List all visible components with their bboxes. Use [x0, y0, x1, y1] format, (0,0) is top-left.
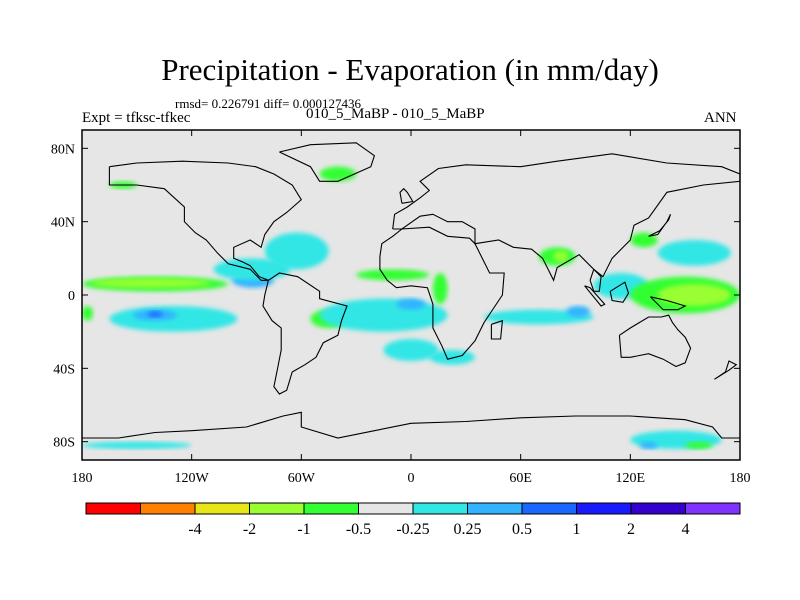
colorbar-swatch: [140, 502, 196, 515]
y-tick-label: 40S: [53, 362, 75, 377]
coastline-new-zealand: [714, 360, 738, 380]
colorbar-label: 0.5: [512, 521, 532, 538]
colorbar-label: -0.25: [396, 521, 429, 538]
field-patch-eastern-pacific-moist: [213, 258, 291, 281]
colorbar-swatch: [576, 502, 632, 515]
field-patch-west-pacific-dry-core: [657, 284, 731, 306]
field-patch-africa-moist: [429, 350, 475, 365]
y-tick-label: 80S: [53, 436, 75, 451]
colorbar-swatch: [630, 502, 686, 515]
statistics-text: rmsd= 0.226791 diff= 0.000127436: [175, 96, 361, 111]
coastline-new-guinea: [650, 296, 687, 311]
coastline-australia: [618, 314, 692, 368]
x-tick-label: 60W: [288, 471, 316, 486]
x-tick-label: 120E: [616, 471, 646, 486]
x-tick-label: 180: [72, 471, 93, 486]
colorbar-swatch: [685, 502, 741, 515]
season-label: ANN: [704, 110, 737, 126]
colorbar-swatch: [358, 502, 414, 515]
field-patch-indian-ocean-moist: [484, 309, 594, 325]
field-patch-north-america-moist: [264, 232, 329, 270]
field-patch-atlantic-wet-core: [396, 298, 426, 310]
field-patch-spcz-west: [82, 306, 93, 321]
coastline-eurasia: [392, 153, 740, 292]
field-patch-atlantic-itcz-dry: [356, 269, 430, 281]
colorbar: -4 -2 -1 -0.5 -0.25 0.25 0.5 1 2 4: [85, 502, 741, 538]
field-patch-antarctic-coast-moist: [82, 441, 192, 450]
coastline-madagascar: [490, 319, 504, 340]
field-patch-arabia-dry: [432, 273, 448, 305]
x-tick-label: 0: [408, 471, 415, 486]
colorbar-swatch: [412, 502, 468, 515]
field-patch-itcz-pacific-band: [91, 278, 210, 288]
colorbar-label: 0.25: [454, 521, 482, 538]
y-tick-label: 80N: [51, 142, 75, 157]
colorbar-label: -2: [243, 521, 256, 538]
coastline-borneo: [609, 281, 630, 303]
colorbar-label: -1: [297, 521, 310, 538]
coastline-south-america: [262, 272, 348, 395]
colorbar-swatch: [521, 502, 577, 515]
field-patch-antarctic-east-dry: [685, 441, 713, 450]
contour-fill-layer: [82, 166, 740, 450]
field-patch-pacific-south-moist: [109, 306, 238, 332]
field-patch-siberia-dry: [319, 166, 357, 182]
field-patch-indian-ocean-wet: [566, 306, 591, 317]
y-tick-label: 40N: [51, 216, 75, 231]
experiment-label: Expt = tfksc-tfkec: [82, 110, 191, 126]
y-tick-label: 0: [68, 289, 75, 304]
coastline-africa: [379, 226, 505, 360]
coastline-great-britain: [399, 187, 414, 204]
colorbar-swatch: [467, 502, 523, 515]
field-patch-pacific-south-min: [147, 311, 163, 317]
coastline-north-america: [108, 160, 303, 281]
coastline-antarctica: [82, 411, 740, 439]
colorbar-swatch: [249, 502, 305, 515]
coastline-sumatra: [584, 285, 606, 307]
plot-title: Precipitation - Evaporation (in mm/day): [161, 52, 659, 87]
field-patch-south-atlantic-moist: [383, 339, 439, 361]
colorbar-label: -4: [188, 521, 201, 538]
colorbar-label: 4: [682, 521, 690, 538]
map-axes: 180 120W 60W 0 60E 120E 180 80N 40N 0 40S 80S: [51, 130, 751, 486]
colorbar-label: 1: [573, 521, 581, 538]
field-patch-antarctic-east-wet: [639, 441, 658, 450]
field-patch-north-pacific-moist: [657, 240, 731, 266]
colorbar-swatch: [85, 502, 141, 515]
x-tick-label: 120W: [175, 471, 210, 486]
x-tick-label: 60E: [509, 471, 532, 486]
x-tick-label: 180: [730, 471, 751, 486]
colorbar-swatch: [303, 502, 359, 515]
colorbar-label: -0.5: [346, 521, 371, 538]
colorbar-label: 2: [627, 521, 635, 538]
coastline-japan: [648, 214, 672, 237]
colorbar-swatch: [194, 502, 250, 515]
field-patch-india-dry-core: [553, 251, 569, 262]
coastline-greenland: [279, 142, 376, 182]
coastline-layer: [82, 142, 740, 439]
case-label: 010_5_MaBP - 010_5_MaBP: [306, 106, 485, 122]
